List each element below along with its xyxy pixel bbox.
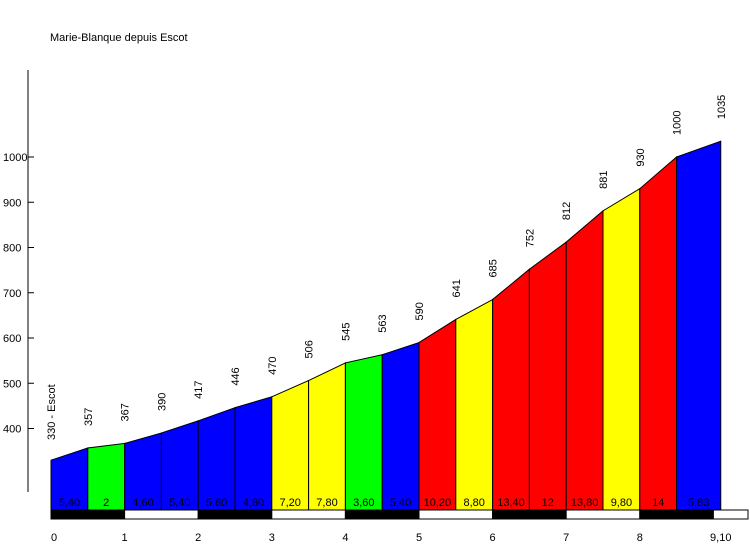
x-tick-label: 7 [563,532,569,544]
gradient-label: 8,80 [463,497,484,509]
gradient-labels: 5,40 2 4,60 5,40 5,80 4,80 7,20 7,80 3,60 5,40 10,… [59,497,710,509]
elevation-label: 930 [635,148,647,166]
km-bar-segment [565,509,641,520]
y-axis-ticks: 400 500 600 700 800 900 1000 [3,152,34,436]
x-tick-label: 8 [637,532,643,544]
elevation-label: 563 [377,314,389,332]
elevation-label: 641 [451,279,463,297]
elevation-label: 470 [267,356,279,374]
gradient-label: 12 [542,497,554,509]
gradient-label: 13,80 [571,497,599,509]
elevation-label: 685 [488,259,500,277]
elevation-label: 417 [193,380,205,398]
elevation-label: 506 [304,340,316,358]
profile-segment [271,379,310,511]
y-tick-label: 500 [3,378,21,390]
elevation-label: 367 [120,403,132,421]
gradient-label: 7,20 [279,497,300,509]
x-tick-label: 3 [269,532,275,544]
profile-segment [639,155,678,511]
elevation-label: 330 - Escot [46,384,58,440]
km-bar-segment [271,509,346,520]
profile-segment [602,187,641,511]
elevation-label: 390 [156,393,168,411]
elevation-label: 357 [83,408,95,426]
km-bar-segment [197,509,273,520]
x-tick-label: 1 [122,532,128,544]
elevation-label: 446 [230,367,242,385]
km-bar-segment [418,509,494,520]
y-tick-label: 600 [3,333,21,345]
km-bar-segment [712,509,749,520]
profile-segment [344,354,383,511]
gradient-label: 5,83 [688,497,709,509]
profile-segments [50,140,722,511]
profile-segment [492,268,530,511]
x-tick-label: 5 [416,532,422,544]
gradient-label: 5,40 [169,497,190,509]
y-tick-label: 1000 [3,152,27,164]
km-bar-segment [344,509,420,520]
gradient-label: 9,80 [611,497,632,509]
x-tick-label: 4 [342,532,348,544]
elevation-labels: 330 - Escot 357 367 390 417 446 470 506 545 563 59… [46,95,728,440]
y-tick-label: 400 [3,424,21,436]
profile-segment [565,209,604,511]
km-bar-segment [492,509,567,520]
y-tick-label: 800 [3,243,21,255]
profile-segment [197,406,236,511]
gradient-label: 4,60 [132,497,153,509]
x-axis-ticks: 0 1 2 3 4 5 6 7 8 9,10 [51,532,731,544]
km-bar-segment [124,509,199,520]
profile-segment [528,241,567,511]
x-tick-label: 9,10 [710,532,731,544]
profile-segment [455,298,494,511]
x-tick-label: 2 [195,532,201,544]
profile-segment [234,396,273,511]
gradient-label: 2 [103,497,109,509]
profile-segment [418,318,457,511]
elevation-label: 1000 [672,111,684,135]
gradient-label: 3,60 [353,497,374,509]
gradient-label: 4,80 [243,497,264,509]
km-bar-segment [50,509,126,520]
x-tick-label: 6 [490,532,496,544]
elevation-label: 752 [524,229,536,247]
gradient-label: 5,40 [390,497,411,509]
gradient-label: 14 [652,497,664,509]
gradient-label: 7,80 [316,497,337,509]
kilometer-scale-bar [50,509,749,520]
profile-segment [676,140,722,511]
y-tick-label: 700 [3,288,21,300]
gradient-label: 13,40 [497,497,525,509]
x-tick-label: 0 [51,532,57,544]
gradient-label: 10,20 [424,497,452,509]
elevation-label: 881 [598,170,610,188]
y-tick-label: 900 [3,197,21,209]
elevation-label: 545 [340,323,352,341]
elevation-label: 1035 [716,95,728,119]
elevation-label: 812 [561,202,573,220]
profile-segment [381,341,420,511]
chart-title: Marie-Blanque depuis Escot [50,32,188,44]
profile-segment [308,362,346,511]
km-bar-segment [639,509,714,520]
gradient-label: 5,80 [206,497,227,509]
elevation-label: 590 [414,302,426,320]
gradient-label: 5,40 [59,497,80,509]
